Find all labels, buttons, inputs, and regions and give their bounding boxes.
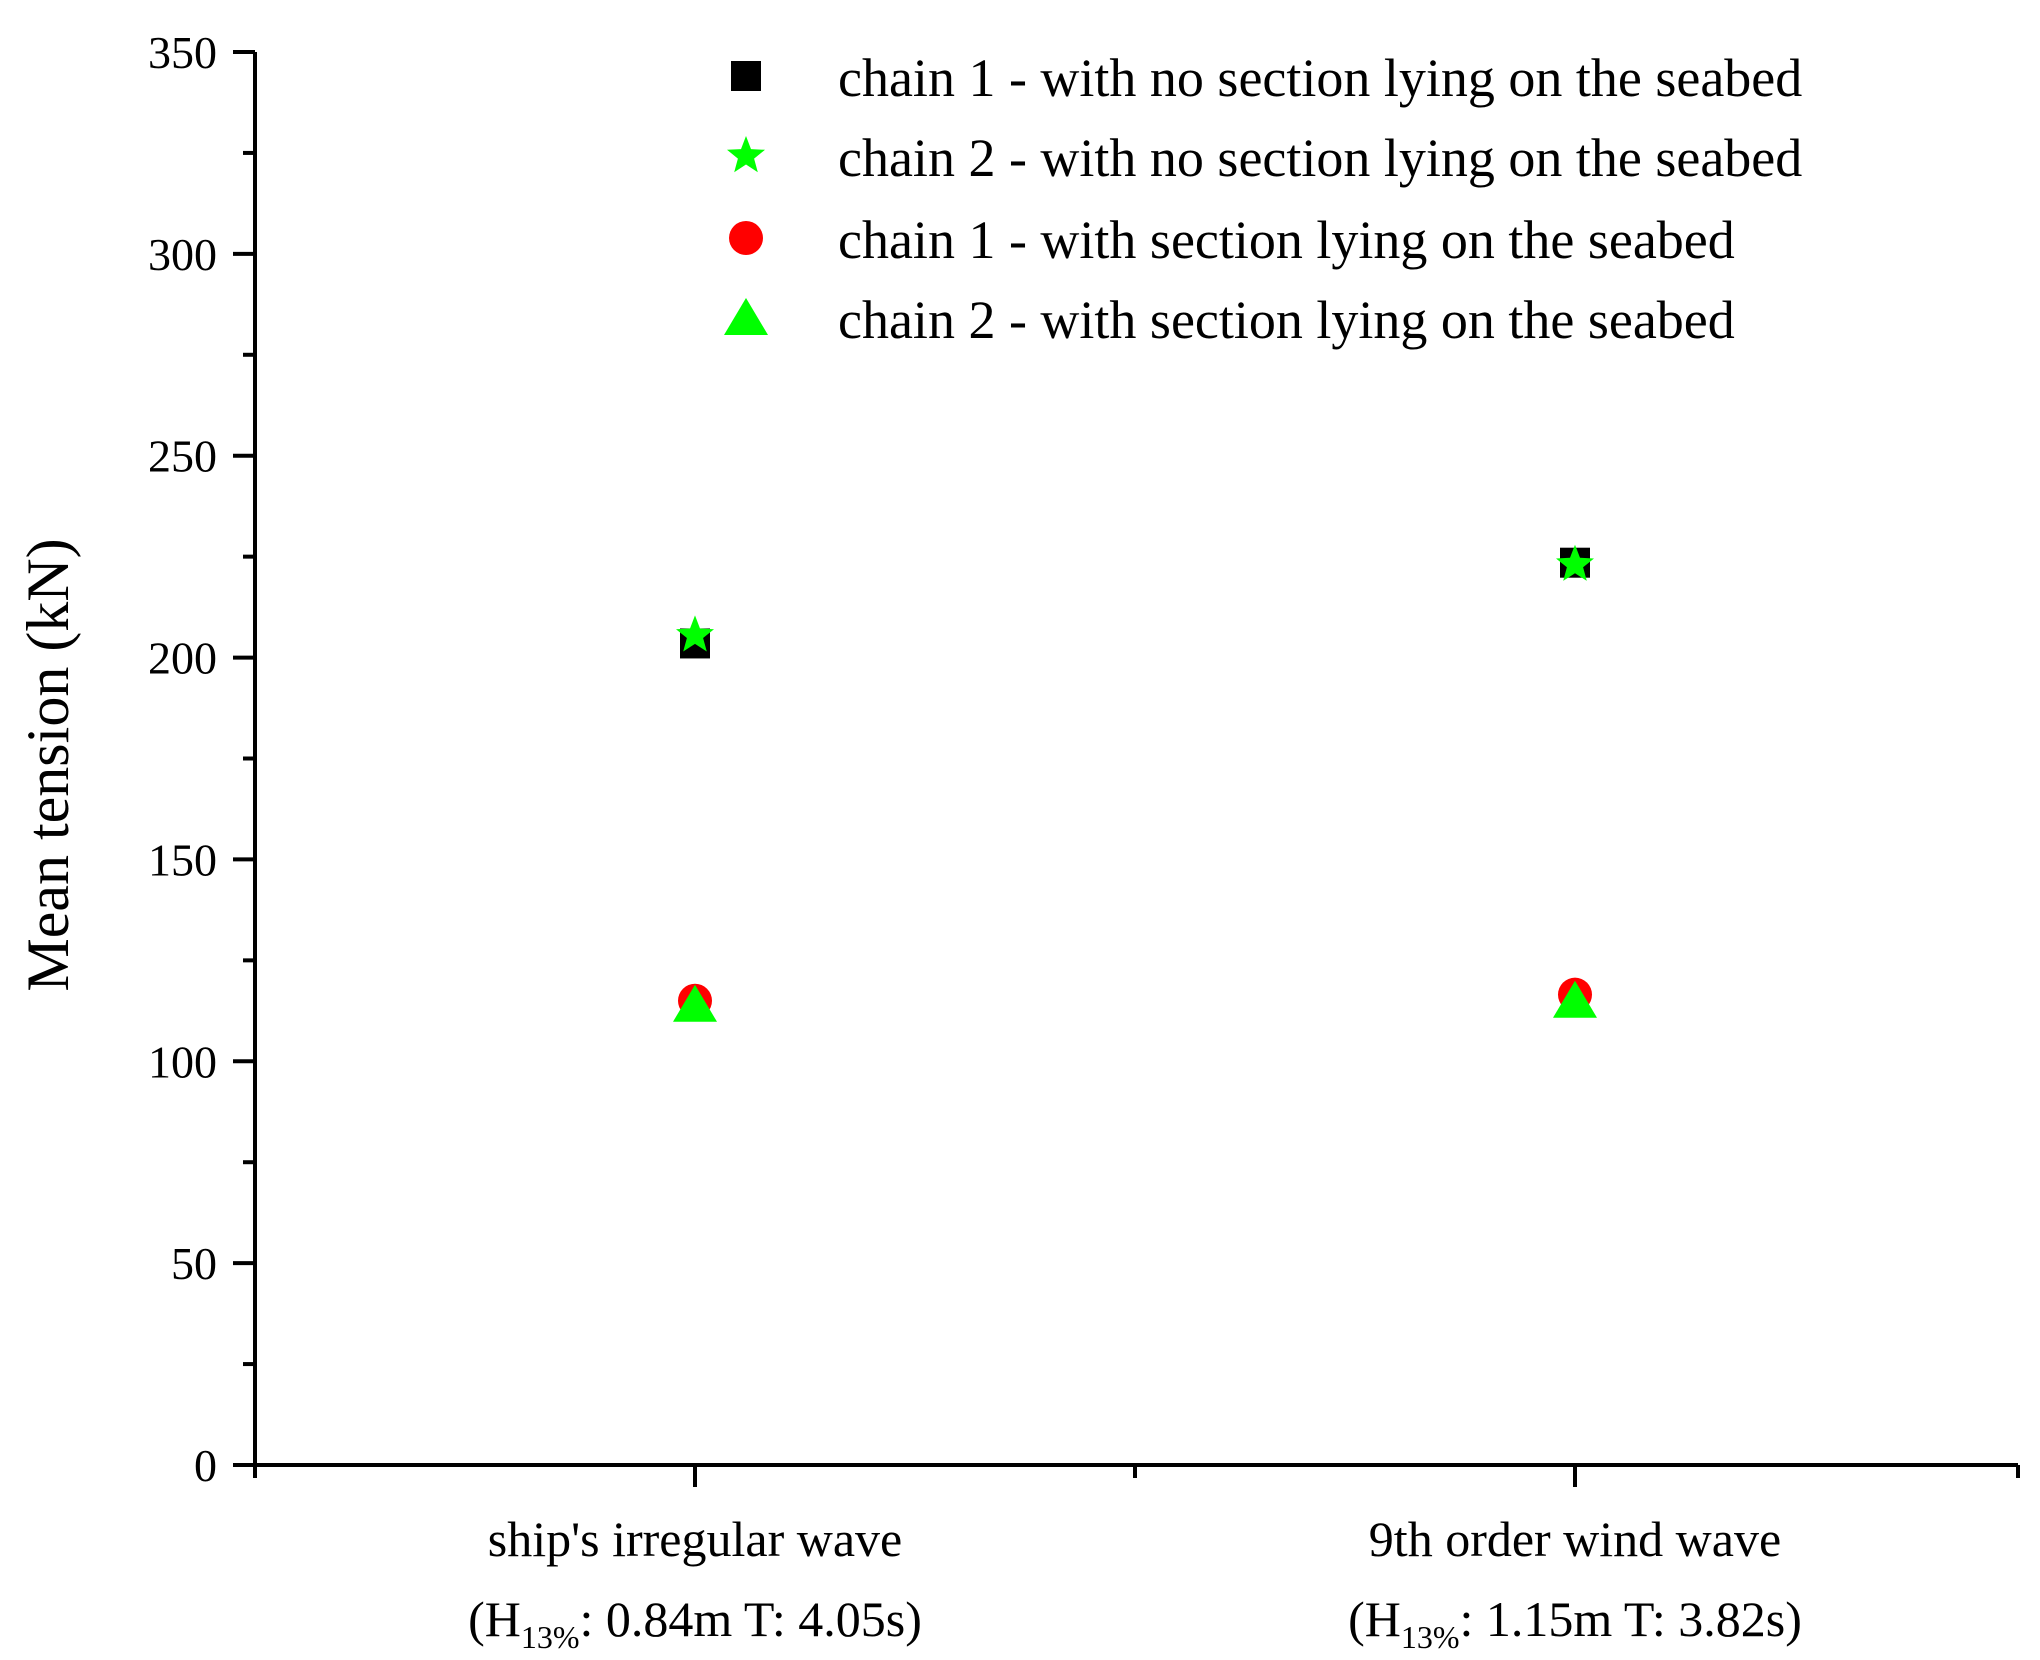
data-point-triangle: [1553, 980, 1597, 1018]
legend-label: chain 2 - with section lying on the seab…: [838, 290, 1735, 350]
y-tick-label: 50: [171, 1238, 217, 1289]
legend-marker-star: [727, 136, 765, 173]
y-tick-label: 100: [148, 1036, 217, 1087]
y-tick-label: 200: [148, 633, 217, 684]
x-category-sublabel: (H13%: 1.15m T: 3.82s): [1348, 1591, 1802, 1655]
legend-label: chain 1 - with no section lying on the s…: [838, 48, 1802, 108]
y-tick-label: 250: [148, 431, 217, 482]
legend-label: chain 2 - with no section lying on the s…: [838, 128, 1802, 188]
data-points: [673, 544, 1597, 1022]
y-tick-label: 300: [148, 229, 217, 280]
data-point-star: [1556, 544, 1594, 581]
y-axis-label: Mean tension (kN): [15, 538, 81, 991]
y-tick-label: 150: [148, 834, 217, 885]
y-axis-ticks: 0 50 100 150 200 250 300 350: [148, 27, 255, 1491]
legend: chain 1 - with no section lying on the s…: [724, 48, 1802, 350]
legend-marker-square: [731, 61, 761, 91]
legend-marker-circle: [729, 221, 763, 255]
legend-marker-triangle: [724, 298, 768, 335]
legend-label: chain 1 - with section lying on the seab…: [838, 210, 1735, 270]
y-tick-label: 0: [194, 1440, 217, 1491]
x-axis-ticks: ship's irregular wave (H13%: 0.84m T: 4.0…: [253, 1465, 2020, 1655]
y-tick-label: 350: [148, 27, 217, 78]
data-point-triangle: [673, 984, 717, 1022]
x-category-label: ship's irregular wave: [488, 1511, 902, 1567]
x-category-sublabel: (H13%: 0.84m T: 4.05s): [468, 1591, 922, 1655]
data-point-star: [676, 615, 714, 652]
x-category-label: 9th order wind wave: [1369, 1511, 1781, 1567]
